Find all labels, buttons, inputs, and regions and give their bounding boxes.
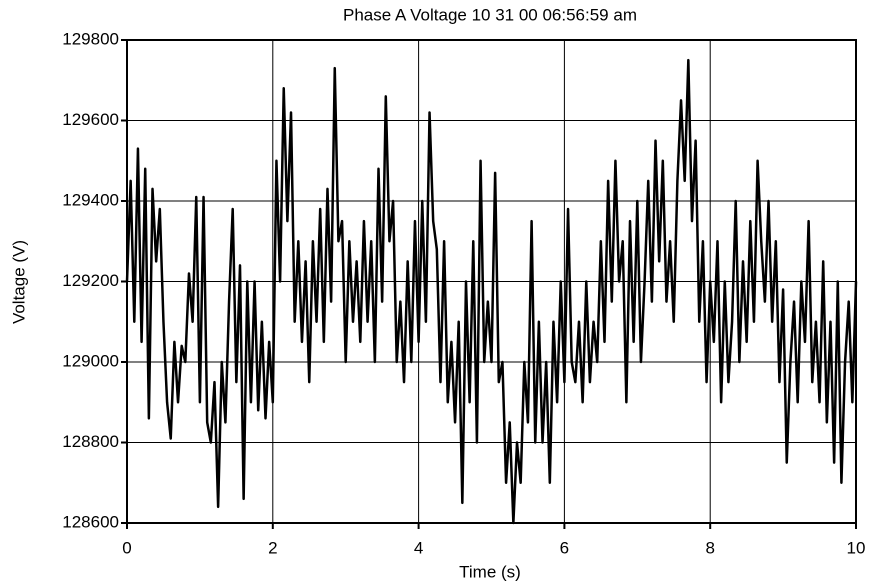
y-tick-label: 128600 (62, 512, 119, 531)
x-tick-label: 2 (268, 538, 277, 557)
y-tick-label: 129800 (62, 29, 119, 48)
x-tick-label: 6 (560, 538, 569, 557)
y-axis-label: Voltage (V) (9, 240, 28, 324)
voltage-line (125, 58, 858, 525)
x-tick-label: 0 (122, 538, 131, 557)
y-tick-label: 129000 (62, 351, 119, 370)
x-tick-label: 4 (414, 538, 423, 557)
x-tick-label: 10 (847, 538, 866, 557)
y-tick-label: 129600 (62, 110, 119, 129)
chart-title: Phase A Voltage 10 31 00 06:56:59 am (343, 5, 637, 24)
y-tick-label: 129400 (62, 190, 119, 209)
y-tick-label: 128800 (62, 432, 119, 451)
x-tick-label: 8 (705, 538, 714, 557)
x-axis-label: Time (s) (459, 562, 521, 581)
y-tick-label: 129200 (62, 271, 119, 290)
